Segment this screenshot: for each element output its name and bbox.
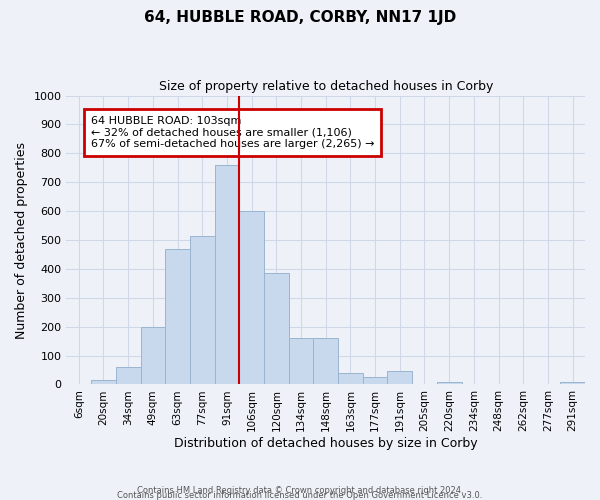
Title: Size of property relative to detached houses in Corby: Size of property relative to detached ho… [158, 80, 493, 93]
Text: Contains HM Land Registry data © Crown copyright and database right 2024.: Contains HM Land Registry data © Crown c… [137, 486, 463, 495]
Bar [165, 248, 190, 384]
Text: 64 HUBBLE ROAD: 103sqm
← 32% of detached houses are smaller (1,106)
67% of semi-: 64 HUBBLE ROAD: 103sqm ← 32% of detached… [91, 116, 374, 149]
Bar [437, 382, 461, 384]
Bar [363, 377, 388, 384]
Bar [140, 326, 165, 384]
Bar [190, 236, 215, 384]
Bar [338, 373, 363, 384]
Bar [388, 372, 412, 384]
Bar [289, 338, 313, 384]
Bar [239, 211, 264, 384]
Bar [313, 338, 338, 384]
Bar [560, 382, 585, 384]
Bar [264, 273, 289, 384]
X-axis label: Distribution of detached houses by size in Corby: Distribution of detached houses by size … [174, 437, 478, 450]
Text: Contains public sector information licensed under the Open Government Licence v3: Contains public sector information licen… [118, 491, 482, 500]
Text: 64, HUBBLE ROAD, CORBY, NN17 1JD: 64, HUBBLE ROAD, CORBY, NN17 1JD [144, 10, 456, 25]
Bar [215, 165, 239, 384]
Bar [91, 380, 116, 384]
Bar [116, 367, 140, 384]
Y-axis label: Number of detached properties: Number of detached properties [15, 142, 28, 338]
